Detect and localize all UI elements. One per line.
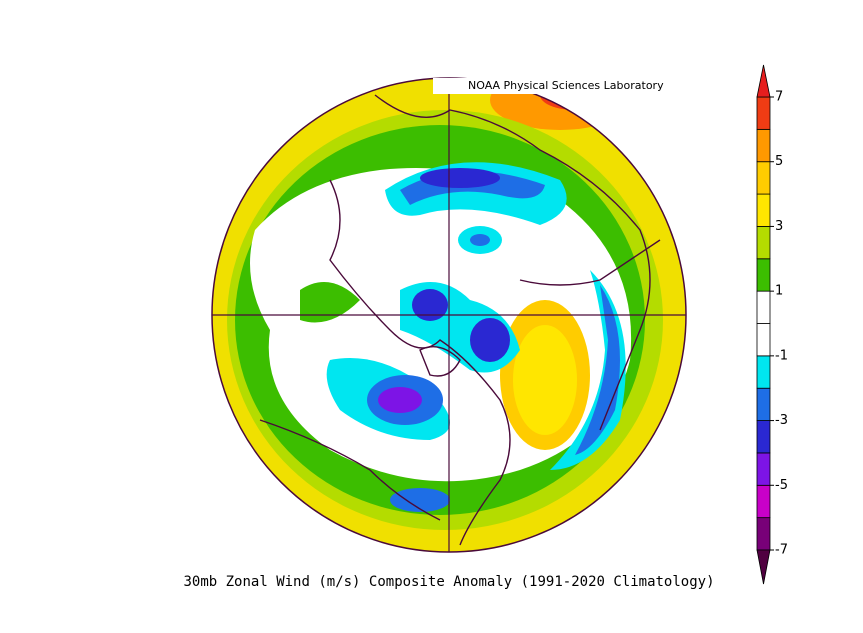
color-band	[756, 258, 771, 292]
caption: 30mb Zonal Wind (m/s) Composite Anomaly …	[183, 574, 714, 590]
color-band	[756, 290, 771, 324]
color-band	[756, 452, 771, 486]
title-bg	[433, 78, 685, 94]
tick-label: -1	[775, 348, 788, 363]
tick-label: -5	[775, 478, 788, 493]
tick-label: -7	[775, 543, 788, 558]
colorbar: 7 5 3 1 -1 -3 -5 -7	[756, 64, 788, 585]
color-band	[756, 96, 771, 130]
color-band	[756, 355, 771, 389]
color-band	[756, 193, 771, 227]
color-band	[756, 323, 771, 357]
color-band	[756, 420, 771, 454]
color-band	[756, 517, 771, 551]
tick-label: -3	[775, 413, 788, 428]
color-band	[756, 161, 771, 195]
title: NOAA Physical Sciences Laboratory	[468, 79, 664, 92]
tick-label: 1	[775, 284, 783, 299]
over-triangle	[756, 64, 771, 98]
color-band	[756, 128, 771, 163]
anomaly-map	[212, 78, 686, 552]
color-band	[756, 484, 771, 519]
color-band	[756, 387, 771, 421]
tick-label: 5	[775, 154, 783, 169]
tick-label: 3	[775, 219, 783, 234]
tick-label: 7	[775, 90, 783, 105]
under-triangle	[756, 549, 771, 585]
color-band	[756, 226, 771, 260]
